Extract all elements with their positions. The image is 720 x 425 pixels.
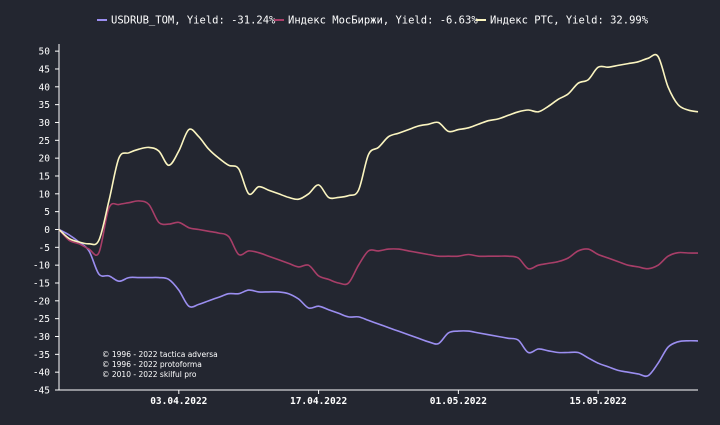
- y-tick-label: 20: [39, 154, 51, 165]
- y-tick-label: -45: [33, 386, 50, 397]
- y-tick-label: 40: [39, 82, 51, 93]
- legend-item: Индекс РТС, Yield: 32.99%: [476, 15, 649, 27]
- y-tick-label: 35: [39, 100, 50, 111]
- series-line-3: [58, 53, 699, 246]
- copyright-line: © 2010 - 2022 skilful pro: [102, 370, 197, 379]
- y-tick-label: 15: [39, 171, 50, 182]
- y-tick-label: -25: [33, 314, 50, 325]
- y-tick-label: 25: [39, 136, 50, 147]
- y-tick-label: 50: [39, 47, 51, 58]
- x-tick-label: 01.05.2022: [430, 396, 487, 407]
- legend-label: Индекс МосБиржи, Yield: -6.63%: [288, 15, 478, 27]
- chart-legend: USDRUB_TOM, Yield: -31.24% Индекс МосБирж…: [97, 15, 649, 27]
- y-tick-label: -20: [33, 296, 50, 307]
- y-tick-label: 30: [39, 118, 51, 129]
- series-line-2: [58, 200, 699, 286]
- y-axis-ticks: 50454035302520151050-5-10-15-20-25-30-35…: [33, 47, 59, 397]
- y-tick-label: -10: [33, 261, 50, 272]
- x-tick-label: 15.05.2022: [570, 396, 627, 407]
- series-lines: [58, 53, 699, 378]
- x-tick-label: 03.04.2022: [150, 396, 207, 407]
- y-tick-label: -15: [33, 278, 50, 289]
- legend-label: Индекс РТС, Yield: 32.99%: [490, 15, 649, 27]
- series-line-1: [58, 228, 699, 378]
- x-tick-label: 17.04.2022: [290, 396, 347, 407]
- y-tick-label: 5: [44, 207, 50, 218]
- y-tick-label: -35: [33, 350, 50, 361]
- y-tick-label: -40: [33, 368, 50, 379]
- copyright-notice: © 1996 - 2022 tactica adversa © 1996 - 2…: [102, 350, 218, 380]
- x-axis-ticks: 03.04.2022 17.04.2022 01.05.2022 15.05.2022: [150, 390, 627, 407]
- legend-item: USDRUB_TOM, Yield: -31.24%: [97, 15, 276, 27]
- legend-item: Индекс МосБиржи, Yield: -6.63%: [274, 15, 478, 27]
- legend-label: USDRUB_TOM, Yield: -31.24%: [111, 15, 276, 27]
- y-tick-label: 10: [39, 189, 51, 200]
- y-tick-label: 45: [39, 64, 50, 75]
- y-tick-label: -5: [39, 243, 50, 254]
- copyright-line: © 1996 - 2022 protoforma: [102, 360, 202, 369]
- y-tick-label: -30: [33, 332, 50, 343]
- copyright-line: © 1996 - 2022 tactica adversa: [102, 350, 218, 359]
- y-tick-label: 0: [44, 225, 50, 236]
